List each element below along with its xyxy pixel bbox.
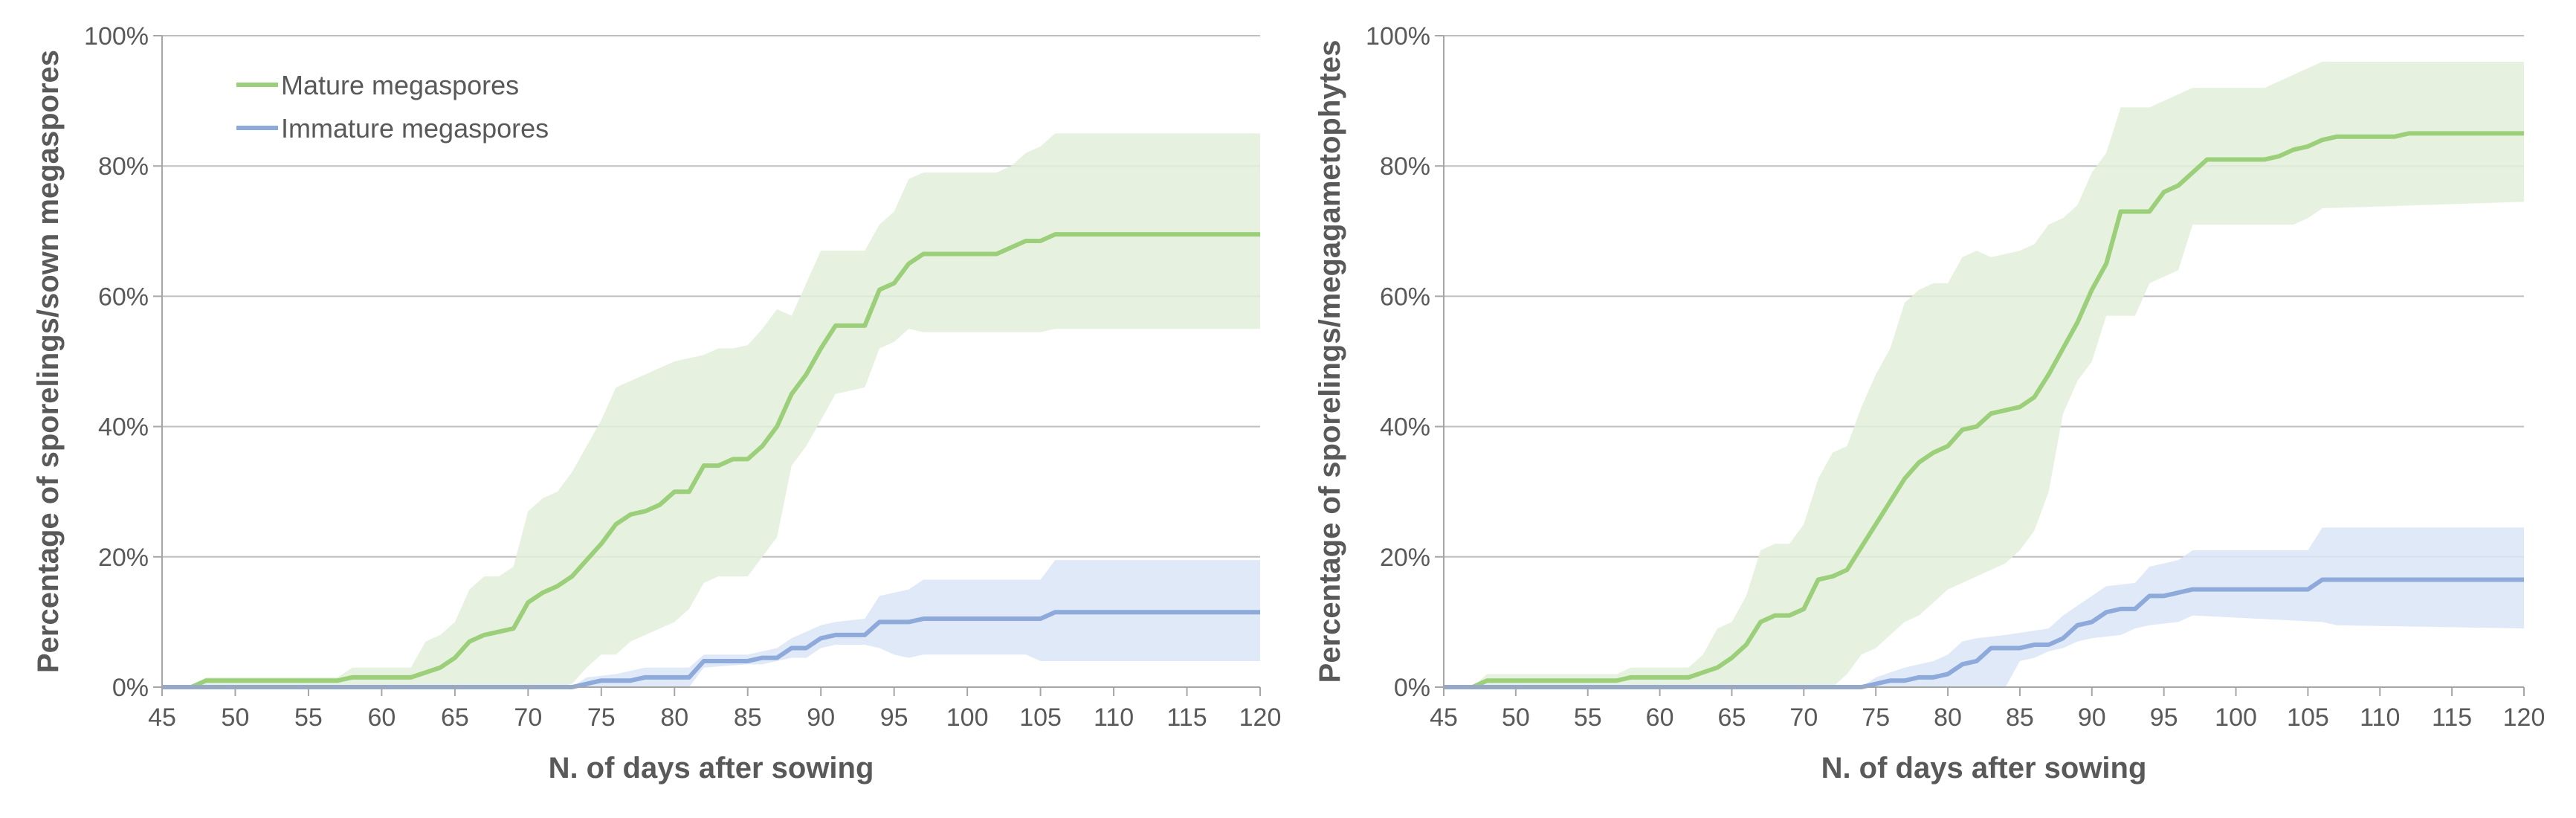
x-axis-title: N. of days after sowing [1821,752,2147,785]
chart-left: 0% 20% 40% 60% 80% 100% 45 50 55 60 65 70 75 80 85 90 95… [32,22,1281,785]
y-tick-label: 100% [84,22,149,51]
confidence-band-immature [1444,527,2524,687]
x-tick-label: 95 [880,703,908,732]
y-tick-label: 60% [98,283,149,311]
x-tick-label: 50 [222,703,250,732]
x-tick-label: 105 [1019,703,1062,732]
series-line-mature [162,232,1260,689]
x-tick-label: 115 [1166,703,1207,732]
x-tick-label: 45 [148,703,176,732]
x-tick-label: 90 [2078,703,2106,732]
confidence-band-mature [162,133,1260,687]
series-line-immature [162,610,1260,689]
x-tick-label: 55 [1574,703,1602,732]
y-axis-title: Percentage of sporelings/megagametophyte… [1314,40,1346,683]
x-tick-label: 45 [1430,703,1458,732]
x-tick-label: 120 [2503,703,2546,732]
legend-label-immature: Immature megaspores [281,113,549,144]
chart-right: 0% 20% 40% 60% 80% 100% 45 50 55 60 65 70 75 80 85 90 95… [1314,22,2545,785]
y-tick-label: 40% [98,413,149,442]
x-tick-label: 85 [2006,703,2034,732]
y-tick-label: 20% [1380,544,1430,572]
confidence-band-immature [162,560,1260,687]
y-tick-label: 80% [98,152,149,181]
y-tick-label: 0% [1394,674,1430,702]
x-tick-label: 85 [734,703,762,732]
x-tick-label: 80 [660,703,688,732]
x-tick-label: 105 [2287,703,2329,732]
x-tick-label: 75 [1862,703,1890,732]
x-tick-label: 100 [2215,703,2257,732]
x-tick-label: 75 [587,703,616,732]
y-tick-label: 100% [1366,22,1430,51]
x-tick-label: 110 [1094,703,1134,732]
series-line-immature [1444,577,2524,689]
y-tick-label: 60% [1380,283,1430,311]
x-tick-label: 60 [367,703,396,732]
x-tick-label: 100 [946,703,989,732]
y-tick-label: 80% [1380,152,1430,181]
x-tick-label: 70 [514,703,542,732]
x-axis-title: N. of days after sowing [549,752,874,785]
x-tick-label: 115 [2432,703,2472,732]
x-tick-label: 65 [1718,703,1746,732]
x-tick-label: 55 [294,703,323,732]
confidence-band-mature [1444,62,2524,688]
y-axis-title: Percentage of sporelings/sown megaspores [32,50,65,673]
legend-label-mature: Mature megaspores [281,70,519,100]
y-tick-label: 20% [98,544,149,572]
x-tick-label: 60 [1646,703,1674,732]
x-tick-label: 95 [2150,703,2178,732]
y-tick-label: 0% [112,674,149,702]
x-tick-label: 110 [2360,703,2400,732]
x-tick-label: 80 [1934,703,1962,732]
x-tick-label: 90 [807,703,835,732]
x-tick-label: 70 [1789,703,1818,732]
legend: Mature megaspores Immature megaspores [236,70,549,144]
x-tick-label: 65 [441,703,469,732]
series-line-mature [1444,131,2524,689]
y-tick-label: 40% [1380,413,1430,442]
x-tick-label: 50 [1502,703,1530,732]
x-tick-label: 120 [1239,703,1282,732]
